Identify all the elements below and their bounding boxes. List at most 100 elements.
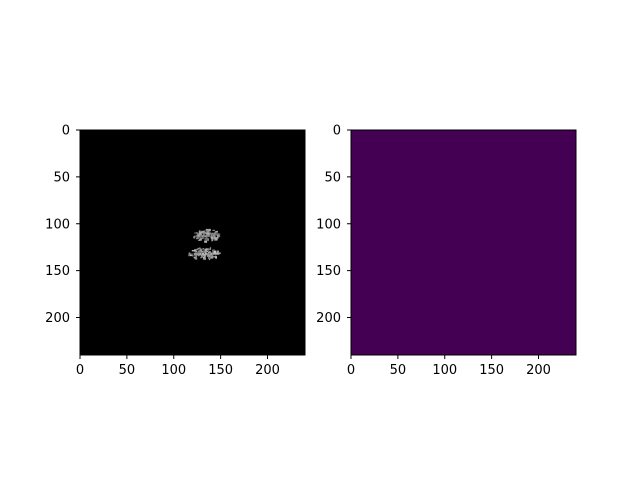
blob-0-pixel <box>208 235 210 238</box>
blob-0-pixel <box>195 238 199 240</box>
blob-1-pixel <box>202 251 205 254</box>
blob-0-pixel <box>204 235 207 238</box>
blob-0-pixel <box>216 237 219 240</box>
blob-1-pixel <box>212 253 216 255</box>
blob-0-pixel <box>213 238 215 241</box>
left-y-tick-label: 200 <box>45 311 70 326</box>
blob-1-pixel <box>200 248 203 251</box>
blob-1-pixel <box>194 250 197 253</box>
blob-0-pixel <box>205 228 208 230</box>
left-y-axis: 0 50 100 150 200 <box>45 124 80 326</box>
blob-1-pixel <box>210 256 213 259</box>
right-y-tick-label: 50 <box>324 170 341 185</box>
blob-0-pixel <box>202 235 205 237</box>
left-x-tick-label: 200 <box>255 363 280 378</box>
left-y-tick-label: 100 <box>45 217 70 232</box>
blob-0-pixel <box>203 232 205 234</box>
blob-0-pixel <box>208 230 210 233</box>
blob-1-pixel <box>212 256 215 258</box>
blob-1-pixel <box>194 249 197 252</box>
blob-0-pixel <box>211 239 213 242</box>
blob-0-pixel <box>196 232 198 234</box>
right-y-tick-label: 0 <box>333 124 341 139</box>
right-x-tick-label: 150 <box>479 363 504 378</box>
blob-0-pixel <box>198 231 202 234</box>
blob-1-pixel <box>199 252 203 254</box>
blob-1-pixel <box>197 249 199 251</box>
left-y-tick-label: 0 <box>62 124 70 139</box>
blob-1-pixel <box>202 248 205 250</box>
right-viridis-panel: 0 50 100 150 200 0 50 100 150 200 <box>316 124 577 378</box>
blob-1-pixel <box>195 255 197 258</box>
right-axes-frame <box>350 129 577 356</box>
left-image-background <box>80 130 305 355</box>
blob-1-pixel <box>197 247 200 250</box>
blob-0-pixel <box>197 234 200 237</box>
blob-1-pixel <box>209 251 211 254</box>
blob-0-pixel <box>200 232 203 234</box>
blob-0-pixel <box>206 234 209 238</box>
blob-1-pixel <box>213 250 216 254</box>
blob-0-pixel <box>193 236 196 239</box>
blob-1-pixel <box>217 253 220 255</box>
blob-1-pixel <box>206 248 209 251</box>
blob-0-pixel <box>205 236 208 239</box>
blob-1-pixel <box>193 253 195 255</box>
right-y-tick-label: 200 <box>316 311 341 326</box>
right-x-tick-label: 50 <box>390 363 407 378</box>
blob-0-pixel <box>207 232 210 235</box>
blob-1-pixel <box>203 250 206 253</box>
blob-0-pixel <box>199 235 202 237</box>
blob-0-pixel <box>198 235 201 238</box>
blob-0-pixel <box>217 235 220 237</box>
blob-1-pixel <box>210 255 212 258</box>
blob-0-pixel <box>215 233 218 236</box>
blob-0-pixel <box>215 230 218 233</box>
left-x-tick-label: 50 <box>119 363 136 378</box>
blob-1-pixel <box>194 257 198 260</box>
left-image-blobs <box>188 228 221 261</box>
blob-1-pixel <box>191 255 194 257</box>
blob-0-pixel <box>206 231 208 233</box>
blob-0-pixel <box>212 229 215 231</box>
blob-1-pixel <box>207 256 211 259</box>
blob-0-pixel <box>199 238 202 241</box>
blob-1-pixel <box>200 257 202 259</box>
blob-1-pixel <box>198 251 200 255</box>
blob-1-pixel <box>198 253 201 255</box>
blob-1-pixel <box>215 256 217 259</box>
left-axes-frame <box>79 129 306 356</box>
blob-1-pixel <box>209 252 213 254</box>
blob-1-pixel <box>201 254 203 258</box>
left-x-tick-label: 150 <box>208 363 233 378</box>
left-y-tick-label: 50 <box>53 170 70 185</box>
blob-0-pixel <box>201 231 205 233</box>
blob-0-pixel <box>201 230 203 233</box>
blob-1-pixel <box>193 256 196 259</box>
blob-0-pixel <box>204 237 208 240</box>
blob-0-pixel <box>199 233 202 236</box>
blob-1-pixel <box>210 253 213 255</box>
blob-1-pixel <box>199 250 202 252</box>
blob-0-pixel <box>206 232 209 235</box>
blob-1-pixel <box>215 253 217 256</box>
right-x-tick-label: 100 <box>432 363 457 378</box>
blob-0-pixel <box>207 239 209 241</box>
blob-1-pixel <box>211 251 214 253</box>
blob-1-pixel <box>203 253 206 256</box>
right-x-tick-label: 200 <box>526 363 551 378</box>
blob-1-pixel <box>198 247 201 250</box>
blob-1-pixel <box>188 252 191 255</box>
blob-0-pixel <box>204 231 207 234</box>
blob-1-pixel <box>188 254 190 257</box>
blob-1-pixel <box>205 251 208 253</box>
left-x-tick-label: 0 <box>76 363 84 378</box>
blob-0-pixel <box>212 233 215 235</box>
blob-0-pixel <box>207 230 209 232</box>
blob-0-pixel <box>200 237 202 239</box>
blob-0-pixel <box>211 232 213 235</box>
blob-1-pixel <box>203 256 206 259</box>
blob-1-pixel <box>218 252 221 254</box>
blob-0-pixel <box>202 237 204 240</box>
